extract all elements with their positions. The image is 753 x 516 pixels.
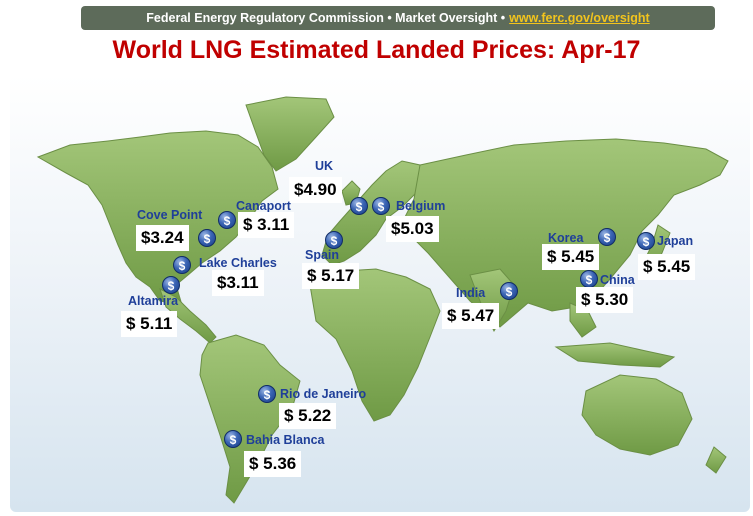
price-box: $3.24 — [136, 225, 189, 251]
location-label: Bahia Blanca — [246, 433, 325, 447]
australia-shape — [581, 374, 693, 456]
price-box: $3.11 — [212, 270, 264, 296]
map-title: World LNG Estimated Landed Prices: Apr-1… — [112, 36, 641, 64]
oversight-link[interactable]: www.ferc.gov/oversight — [509, 11, 650, 25]
price-box: $ 5.36 — [244, 451, 302, 477]
dollar-coin-icon: $ — [598, 228, 616, 246]
price-box: $ 5.45 — [638, 254, 696, 280]
location-label: Cove Point — [137, 208, 203, 222]
location-label: India — [456, 286, 486, 300]
world-map — [10, 75, 750, 512]
price-box: $ 5.30 — [576, 287, 634, 313]
africa-shape — [309, 268, 441, 422]
dollar-coin-icon: $ — [372, 197, 390, 215]
dollar-coin-icon: $ — [162, 276, 180, 294]
dollar-coin-icon: $ — [500, 282, 518, 300]
header-banner: Federal Energy Regulatory Commission • M… — [81, 6, 715, 30]
location-label: Korea — [548, 231, 584, 245]
location-label: Lake Charles — [199, 256, 277, 270]
price-box: $ 5.17 — [302, 263, 360, 289]
agency-text: Federal Energy Regulatory Commission • M… — [146, 11, 506, 25]
price-box: $ 3.11 — [238, 212, 295, 238]
price-box: $ 5.47 — [442, 303, 500, 329]
dollar-coin-icon: $ — [350, 197, 368, 215]
price-box: $ 5.11 — [121, 311, 178, 337]
north-america-shape — [36, 130, 279, 306]
price-box: $4.90 — [289, 177, 342, 203]
new-zealand-shape — [705, 446, 727, 474]
indonesia-shape — [554, 342, 676, 368]
south-america-shape — [199, 334, 301, 504]
location-label: China — [600, 273, 635, 287]
greenland-shape — [245, 96, 335, 172]
dollar-coin-icon: $ — [580, 270, 598, 288]
location-label: Spain — [305, 248, 340, 262]
location-label: Canaport — [236, 199, 291, 213]
dollar-coin-icon: $ — [224, 430, 242, 448]
price-box: $ 5.22 — [279, 403, 337, 429]
dollar-coin-icon: $ — [218, 211, 236, 229]
dollar-coin-icon: $ — [325, 231, 343, 249]
world-landmass — [36, 96, 729, 504]
location-label: Japan — [657, 234, 694, 248]
location-label: Belgium — [396, 199, 446, 213]
location-label: Rio de Janeiro — [280, 387, 367, 401]
dollar-coin-icon: $ — [258, 385, 276, 403]
location-label: UK — [315, 159, 334, 173]
location-label: Altamira — [128, 294, 179, 308]
dollar-coin-icon: $ — [173, 256, 191, 274]
price-box: $5.03 — [386, 216, 439, 242]
dollar-coin-icon: $ — [637, 232, 655, 250]
dollar-coin-icon: $ — [198, 229, 216, 247]
price-box: $ 5.45 — [542, 244, 600, 270]
